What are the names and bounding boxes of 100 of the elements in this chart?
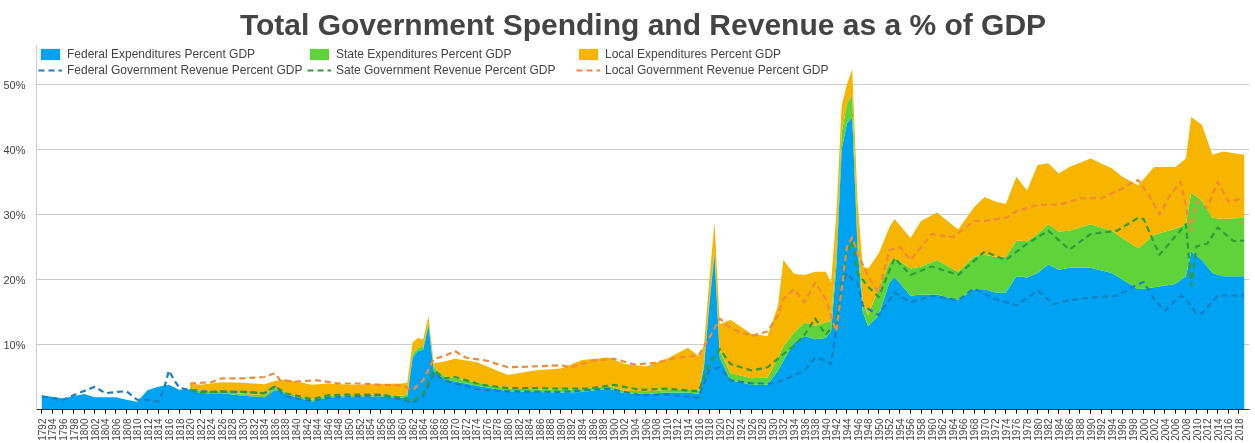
- y-tick-label: 30%: [3, 208, 26, 221]
- x-tick-label: 1864: [418, 418, 430, 441]
- x-tick-label: 1854: [365, 418, 377, 441]
- x-tick-label: 1936: [799, 418, 811, 441]
- x-tick-label: 1926: [746, 418, 758, 441]
- x-tick-label: 1838: [280, 418, 292, 441]
- x-tick-label: 1998: [1127, 418, 1139, 441]
- x-tick-label: 1842: [301, 418, 313, 441]
- x-tick-label: 1972: [990, 418, 1002, 441]
- x-tick-label: 1816: [163, 418, 175, 441]
- x-tick-label: 1806: [110, 418, 122, 441]
- x-tick-label: 1870: [449, 418, 461, 441]
- x-tick-label: 1976: [1011, 418, 1023, 441]
- x-tick-label: 1818: [174, 418, 186, 441]
- x-tick-label: 1798: [68, 418, 80, 441]
- x-tick-label: 1910: [661, 418, 673, 441]
- x-tick-label: 1846: [322, 418, 334, 441]
- x-tick-label: 1924: [735, 418, 747, 441]
- x-tick-label: 1802: [89, 418, 101, 441]
- x-tick-label: 1824: [206, 418, 218, 441]
- legend-label: Local Government Revenue Percent GDP: [605, 63, 830, 77]
- x-tick-label: 1800: [79, 418, 91, 441]
- x-tick-label: 1866: [428, 418, 440, 441]
- x-tick-label: 1932: [778, 418, 790, 441]
- x-tick-label: 2012: [1202, 418, 1214, 441]
- y-tick-label: 40%: [3, 143, 26, 156]
- x-tick-label: 1912: [672, 418, 684, 441]
- x-tick-label: 1964: [947, 418, 959, 441]
- x-tick-label: 1848: [333, 418, 345, 441]
- x-tick-label: 1886: [534, 418, 546, 441]
- x-tick-label: 1908: [651, 418, 663, 441]
- x-tick-label: 1876: [481, 418, 493, 441]
- x-tick-label: 1942: [831, 418, 843, 441]
- x-tick-label: 1948: [863, 418, 875, 441]
- x-tick-label: 1944: [841, 418, 853, 441]
- x-tick-label: 1906: [640, 418, 652, 441]
- x-tick-label: 1820: [185, 418, 197, 441]
- x-tick-label: 1970: [979, 418, 991, 441]
- x-tick-label: 1974: [1000, 418, 1012, 441]
- x-tick-label: 1928: [757, 418, 769, 441]
- chart-title: Total Government Spending and Revenue as a % of GDP: [239, 7, 1047, 41]
- x-tick-label: 1916: [693, 418, 705, 441]
- x-tick-label: 1934: [788, 418, 800, 441]
- x-tick-label: 1956: [905, 418, 917, 441]
- y-tick-label: 50%: [3, 78, 26, 91]
- x-tick-label: 1940: [820, 418, 832, 441]
- x-tick-label: 1812: [142, 418, 154, 441]
- x-tick-label: 1938: [810, 418, 822, 441]
- x-tick-label: 1898: [598, 418, 610, 441]
- x-tick-label: 1918: [704, 418, 716, 441]
- x-tick-label: 1952: [884, 418, 896, 441]
- x-tick-label: 1844: [312, 418, 324, 441]
- x-tick-label: 1868: [439, 418, 451, 441]
- x-tick-label: 2016: [1223, 418, 1235, 441]
- x-tick-label: 1856: [375, 418, 387, 441]
- x-tick-label: 1834: [259, 418, 271, 441]
- x-tick-label: 1988: [1075, 418, 1086, 441]
- x-tick-label: 1996: [1117, 418, 1129, 441]
- x-tick-label: 1966: [958, 418, 970, 441]
- x-tick-label: 1984: [1053, 418, 1065, 441]
- x-tick-label: 2006: [1170, 418, 1182, 441]
- legend-label: Federal Government Revenue Percent GDP: [67, 63, 304, 77]
- x-tick-label: 2000: [1138, 418, 1150, 441]
- x-tick-label: 1850: [344, 418, 356, 441]
- x-tick-label: 1796: [57, 418, 69, 441]
- x-tick-label: 1986: [1064, 418, 1076, 441]
- x-tick-label: 1872: [460, 418, 472, 441]
- x-tick-label: 1922: [725, 418, 737, 441]
- x-tick-label: 2004: [1159, 418, 1171, 441]
- legend-label: Federal Expenditures Percent GDP: [67, 47, 257, 61]
- line-series: [40, 271, 1246, 405]
- x-tick-label: 1874: [471, 418, 483, 441]
- x-tick-label: 1814: [153, 418, 165, 441]
- x-tick-label: 1792: [36, 418, 48, 441]
- legend-label: State Expenditures Percent GDP: [336, 47, 513, 61]
- x-tick-label: 1826: [216, 418, 228, 441]
- x-tick-label: 1958: [916, 418, 928, 441]
- x-tick-label: 1904: [630, 418, 642, 441]
- line-series: [189, 216, 1246, 403]
- x-tick-label: 1954: [894, 418, 906, 441]
- x-tick-label: 1804: [100, 418, 112, 441]
- x-tick-label: 2002: [1149, 418, 1161, 441]
- x-tick-label: 1890: [555, 418, 567, 441]
- x-tick-label: 1882: [513, 418, 525, 441]
- x-tick-label: 1894: [577, 418, 589, 441]
- x-tick-label: 1808: [121, 418, 133, 441]
- x-tick-label: 1878: [492, 418, 504, 441]
- y-tick-label: 20%: [3, 273, 26, 286]
- x-tick-label: 1794: [47, 418, 59, 441]
- x-tick-label: 2010: [1191, 418, 1203, 441]
- x-tick-label: 1852: [354, 418, 366, 441]
- x-tick-label: 1884: [524, 418, 536, 441]
- x-tick-label: 2014: [1212, 418, 1224, 441]
- y-tick-label: 10%: [3, 338, 26, 351]
- x-tick-label: 2008: [1180, 418, 1192, 441]
- x-tick-label: 1930: [767, 418, 779, 441]
- x-tick-label: 1990: [1085, 418, 1097, 441]
- x-tick-label: 1888: [545, 418, 557, 441]
- x-tick-label: 1978: [1022, 418, 1034, 441]
- legend-label: Sate Government Revenue Percent GDP: [336, 63, 557, 77]
